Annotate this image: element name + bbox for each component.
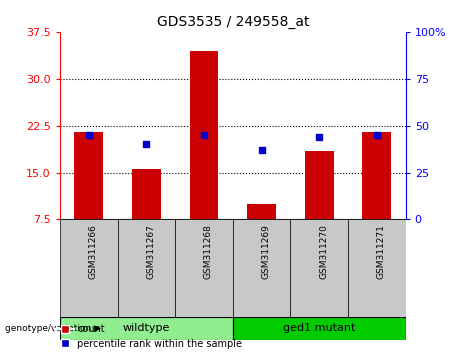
Text: GSM311270: GSM311270 bbox=[319, 225, 328, 280]
Title: GDS3535 / 249558_at: GDS3535 / 249558_at bbox=[157, 16, 309, 29]
Bar bbox=[362, 132, 391, 219]
Text: GSM311268: GSM311268 bbox=[204, 225, 213, 280]
Text: GSM311267: GSM311267 bbox=[146, 225, 155, 280]
Bar bbox=[233, 219, 290, 322]
Bar bbox=[348, 219, 406, 322]
Bar bbox=[247, 204, 276, 219]
Text: genotype/variation ▶: genotype/variation ▶ bbox=[5, 324, 100, 333]
Text: GSM311271: GSM311271 bbox=[377, 225, 386, 280]
Bar bbox=[175, 219, 233, 322]
Text: ged1 mutant: ged1 mutant bbox=[283, 323, 355, 333]
Bar bbox=[290, 219, 348, 322]
Text: wildtype: wildtype bbox=[123, 323, 170, 333]
Text: GSM311269: GSM311269 bbox=[262, 225, 271, 280]
Bar bbox=[233, 317, 406, 340]
Legend: count, percentile rank within the sample: count, percentile rank within the sample bbox=[51, 320, 246, 353]
Bar bbox=[305, 151, 334, 219]
Text: GSM311266: GSM311266 bbox=[89, 225, 98, 280]
Bar bbox=[60, 219, 118, 322]
Bar bbox=[118, 219, 175, 322]
Bar bbox=[60, 317, 233, 340]
Bar bbox=[132, 170, 161, 219]
Bar bbox=[189, 51, 219, 219]
Bar bbox=[74, 132, 103, 219]
